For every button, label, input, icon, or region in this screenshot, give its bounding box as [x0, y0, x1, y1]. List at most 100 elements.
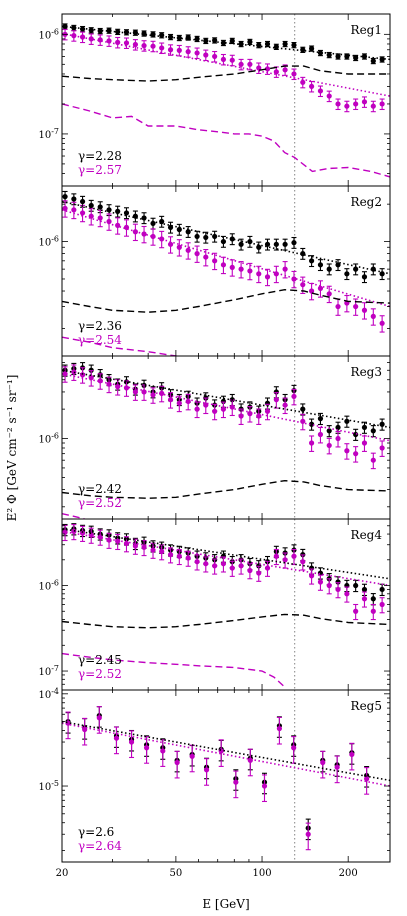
- data-point: [256, 570, 262, 576]
- model-line-4: [62, 288, 390, 313]
- data-point: [305, 831, 311, 837]
- data-point: [71, 207, 77, 213]
- data-point: [300, 559, 306, 565]
- data-point: [291, 553, 297, 559]
- data-point: [291, 240, 297, 246]
- data-point: [247, 268, 253, 274]
- y-tick-label: 10-6: [38, 235, 59, 249]
- data-point: [132, 543, 138, 549]
- data-point: [379, 421, 385, 427]
- data-point: [379, 101, 385, 107]
- data-point: [344, 418, 350, 424]
- model-line-5: [62, 652, 286, 688]
- data-point: [220, 398, 227, 405]
- data-point: [247, 757, 253, 763]
- data-point: [220, 406, 227, 412]
- model-line-4: [62, 479, 390, 499]
- data-point: [247, 39, 253, 45]
- gamma-annotation: γ=2.54: [78, 333, 122, 347]
- data-point: [370, 103, 376, 109]
- data-point: [379, 601, 385, 608]
- data-point: [300, 79, 306, 85]
- data-point: [115, 39, 121, 45]
- data-point: [194, 559, 200, 565]
- panel-title: Reg5: [351, 699, 382, 713]
- data-point: [364, 776, 370, 782]
- data-point: [349, 751, 355, 758]
- data-point: [282, 67, 288, 73]
- data-point: [361, 53, 368, 60]
- data-point: [353, 431, 359, 438]
- data-point: [256, 65, 262, 71]
- gamma-annotation: γ=2.57: [78, 163, 122, 177]
- data-point: [123, 210, 130, 216]
- fit-line-3: [62, 530, 390, 587]
- panel-title: Reg3: [351, 365, 382, 379]
- data-point: [96, 715, 102, 721]
- data-point: [212, 233, 218, 240]
- x-axis-ticks: 20 50 100 200: [56, 868, 358, 879]
- series-points-0: [62, 190, 385, 284]
- data-point: [115, 29, 121, 35]
- data-point: [282, 241, 288, 247]
- data-point: [123, 40, 130, 46]
- data-point: [220, 561, 227, 567]
- data-point: [264, 408, 271, 414]
- data-point: [335, 424, 341, 431]
- data-point: [159, 45, 165, 51]
- data-point: [334, 764, 340, 770]
- data-point: [62, 529, 68, 535]
- data-point: [370, 457, 376, 463]
- data-point: [379, 320, 385, 326]
- data-point: [167, 552, 174, 558]
- data-point: [238, 61, 244, 67]
- data-point: [300, 406, 306, 412]
- data-point: [71, 196, 77, 202]
- model-line-5: [62, 513, 85, 519]
- data-point: [256, 271, 262, 277]
- data-point: [326, 52, 332, 58]
- data-point: [143, 745, 150, 751]
- data-point: [233, 779, 239, 785]
- series-points-0: [62, 362, 385, 441]
- data-point: [176, 35, 182, 41]
- data-point: [185, 229, 191, 235]
- data-point: [238, 266, 244, 272]
- series-points-1: [62, 28, 385, 113]
- data-point: [326, 93, 332, 99]
- y-tick-label: 10-6: [38, 579, 59, 593]
- data-point: [317, 579, 324, 585]
- y-axis-label: E² Φ [GeV cm⁻² s⁻¹ sr⁻¹]: [5, 375, 19, 522]
- data-point: [353, 582, 359, 589]
- gamma-annotation: γ=2.52: [78, 667, 122, 681]
- data-point: [229, 236, 235, 242]
- data-point: [194, 406, 200, 412]
- data-point: [291, 276, 297, 282]
- data-point: [353, 608, 359, 614]
- data-point: [194, 233, 200, 240]
- y-tick-label: 10-5: [38, 779, 59, 793]
- data-point: [238, 563, 244, 569]
- fit-line-3: [62, 209, 390, 308]
- gamma-annotation: γ=2.36: [78, 319, 122, 333]
- data-point: [326, 428, 332, 434]
- data-point: [273, 389, 279, 395]
- data-point: [379, 56, 385, 63]
- data-point: [353, 266, 359, 272]
- data-point: [150, 220, 156, 227]
- data-point: [308, 288, 315, 294]
- data-point: [308, 45, 315, 52]
- data-point: [160, 748, 166, 754]
- x-tick-label: 200: [339, 868, 358, 879]
- data-point: [238, 241, 244, 247]
- fit-line-2: [62, 200, 390, 275]
- data-point: [167, 47, 174, 53]
- data-point: [273, 69, 279, 75]
- data-point: [150, 392, 156, 398]
- data-point: [361, 307, 368, 313]
- data-point: [229, 57, 235, 63]
- data-point: [326, 291, 332, 297]
- data-point: [132, 41, 138, 48]
- data-point: [317, 285, 324, 291]
- data-point: [308, 258, 315, 264]
